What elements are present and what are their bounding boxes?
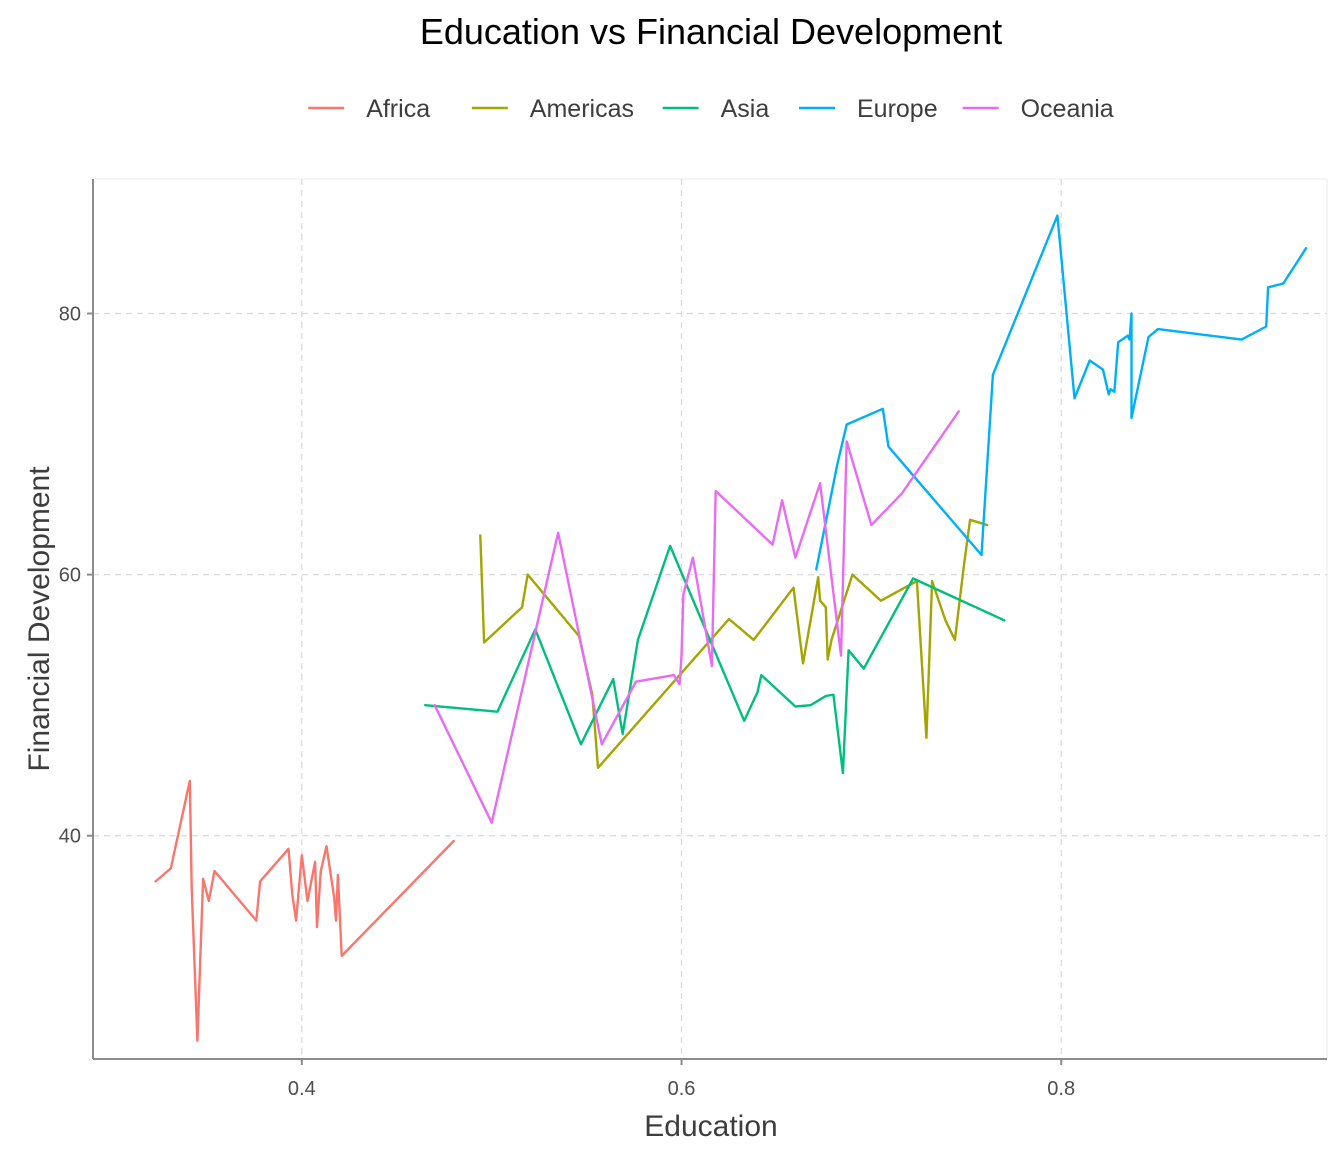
gridlines	[93, 179, 1327, 1059]
series-lines	[154, 214, 1308, 1042]
chart-title: Education vs Financial Development	[420, 11, 1002, 52]
legend-label: Europe	[857, 95, 938, 123]
x-axis-ticks: 0.4 0.6 0.8	[288, 1059, 1075, 1100]
legend-label: Africa	[366, 95, 430, 123]
legend-item-africa: Africa	[308, 95, 430, 123]
legend-label: Americas	[530, 95, 634, 123]
x-tick-label: 0.6	[668, 1078, 696, 1100]
panel-border	[92, 178, 1328, 1060]
y-axis-ticks: 40 60 80	[59, 303, 93, 848]
legend-label: Asia	[721, 95, 770, 123]
series-line-asia	[424, 544, 1006, 775]
y-tick-label: 60	[59, 565, 81, 587]
y-tick-label: 80	[59, 303, 81, 325]
series-line-africa	[154, 779, 455, 1042]
legend-item-europe: Europe	[799, 95, 938, 123]
x-tick-label: 0.8	[1047, 1078, 1075, 1100]
x-tick-label: 0.4	[288, 1078, 316, 1100]
legend-item-oceania: Oceania	[962, 95, 1114, 123]
legend: Africa Americas Asia Europe Oceania	[308, 95, 1114, 123]
legend-label: Oceania	[1021, 95, 1114, 123]
y-tick-label: 40	[59, 826, 81, 848]
legend-item-asia: Asia	[662, 95, 770, 123]
series-line-americas	[479, 518, 989, 769]
series-line-oceania	[433, 410, 960, 824]
legend-item-americas: Americas	[471, 95, 634, 123]
plot-area: 0.4 0.6 0.8 40 60 80	[59, 178, 1328, 1100]
series-line-europe	[815, 214, 1308, 571]
y-axis-title: Financial Development	[23, 466, 56, 772]
x-axis-title: Education	[644, 1110, 777, 1143]
